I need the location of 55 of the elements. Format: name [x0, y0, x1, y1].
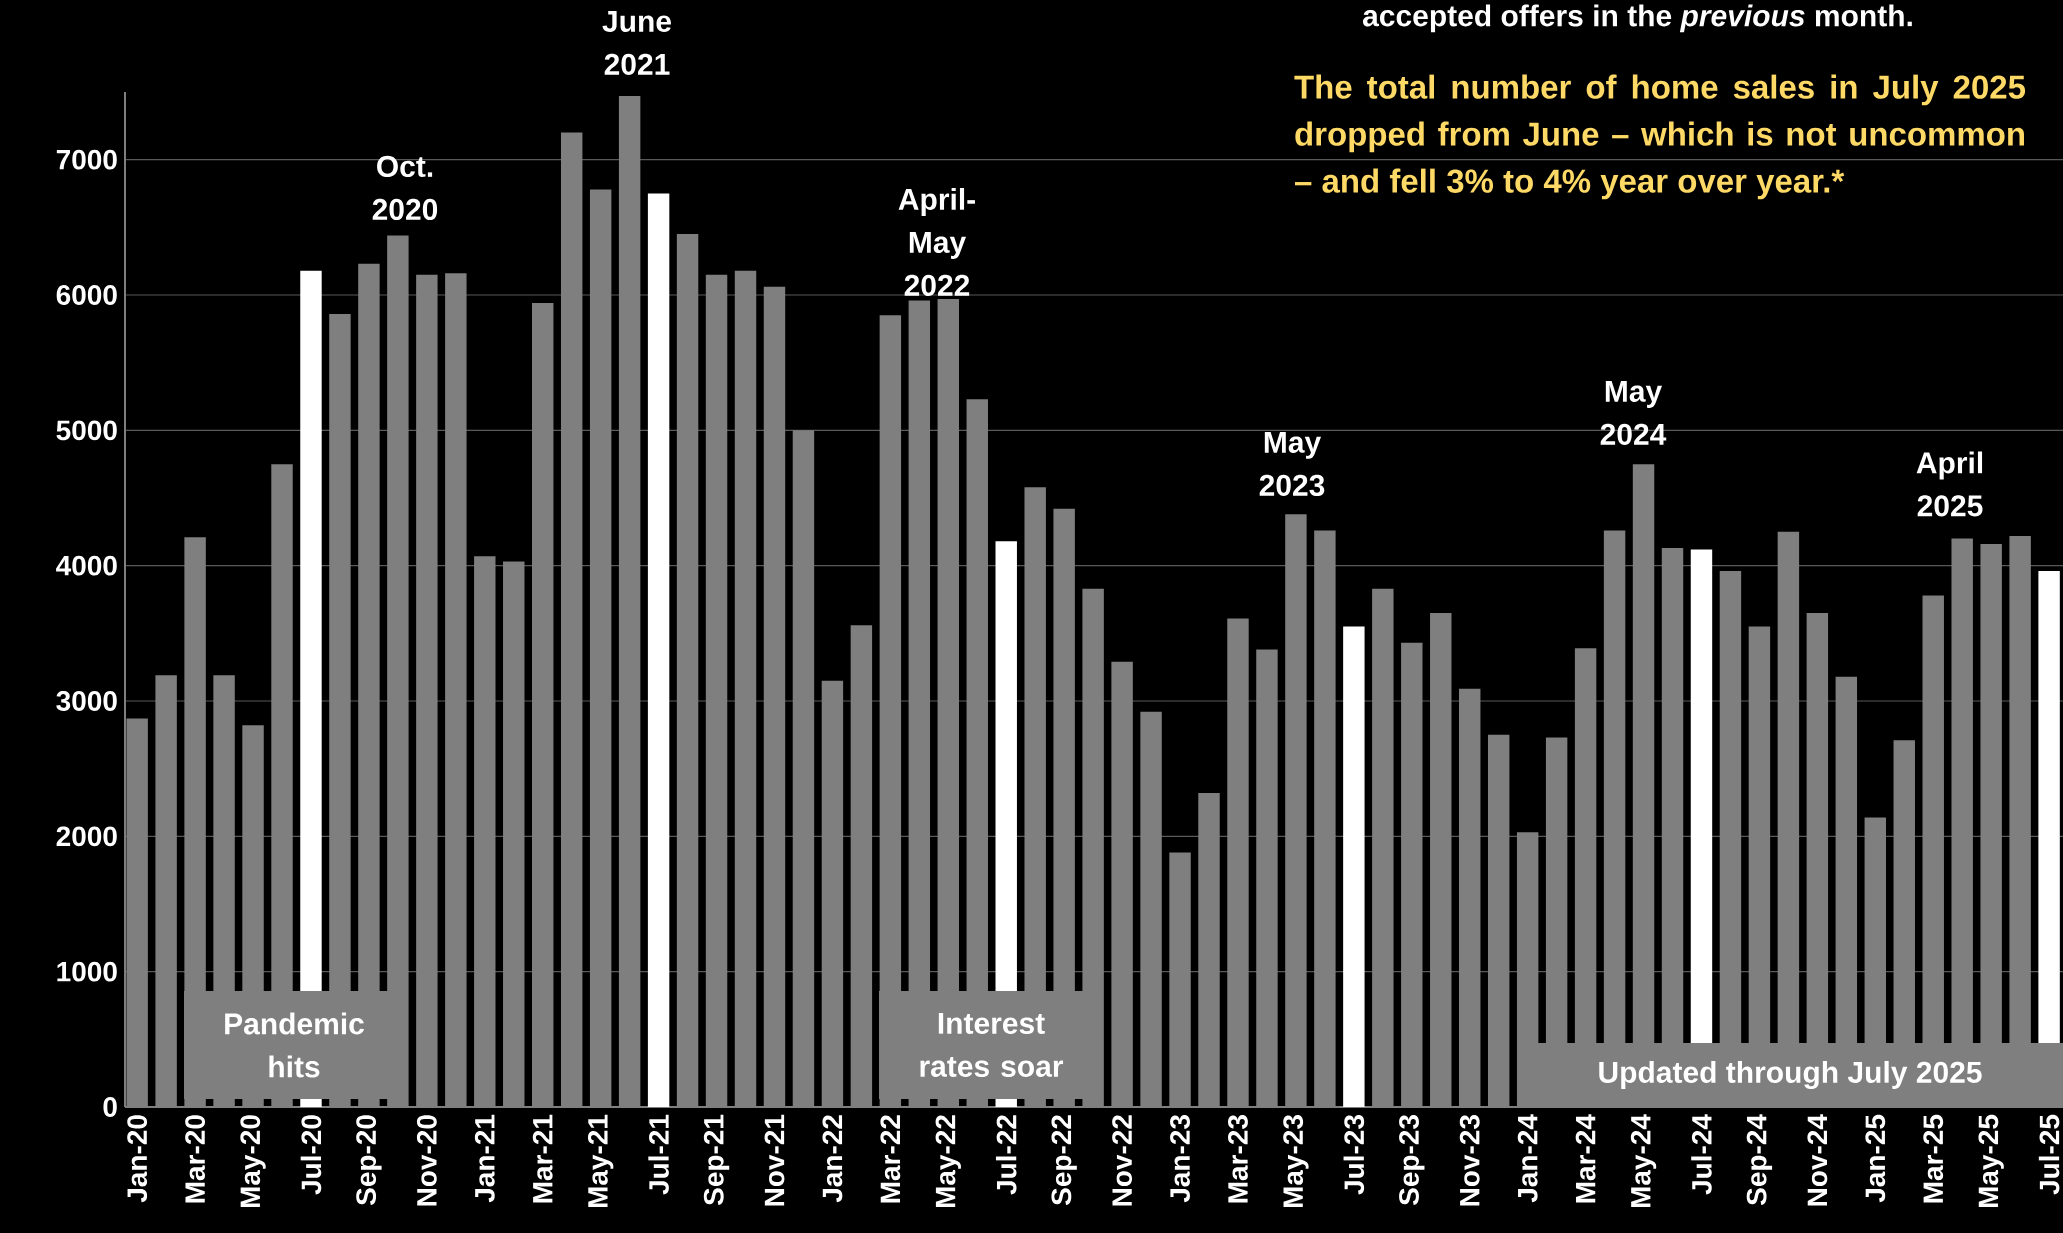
x-tick-label: Jan-23: [1170, 1115, 1190, 1203]
x-tick-label: Jan-22: [822, 1115, 843, 1203]
y-tick-label: 1000: [57, 961, 117, 982]
y-tick-label: 3000: [56, 691, 117, 711]
annotation: May 2024: [1600, 381, 1667, 445]
y-tick-label: 0: [103, 1097, 117, 1117]
x-tick-label: May-23: [1283, 1115, 1309, 1208]
x-tick-label: Mar-22: [880, 1115, 901, 1203]
y-tick-label: 5000: [56, 420, 117, 441]
x-tick-label: Jul-22: [995, 1115, 1017, 1195]
x-tick-label: Sep-23: [1399, 1115, 1425, 1206]
x-tick-label: Sep-21: [703, 1114, 730, 1206]
x-tick-label: Mar-25: [1923, 1114, 1944, 1203]
x-tick-label: Nov-20: [416, 1115, 437, 1206]
x-tick-label: Jan-25: [1865, 1114, 1886, 1203]
bar: [1343, 626, 1365, 1107]
x-tick-label: May-20: [240, 1115, 266, 1208]
x-tick-label: Jul-24: [1691, 1114, 1712, 1195]
y-tick-label: 2000: [56, 826, 117, 847]
x-tick-label: Mar-23: [1228, 1115, 1248, 1203]
x-tick-label: Sep-22: [1051, 1115, 1077, 1206]
annotation: Pandemic hits: [225, 1012, 364, 1078]
y-tick-label: 6000: [56, 285, 117, 305]
text: June 2021: [602, 11, 671, 75]
x-tick-label: Mar-20: [185, 1115, 206, 1203]
annotation: May 2023: [1259, 432, 1325, 496]
annotation: The total number of home sales in July 2025 dropped from June – which is not uncommon – and fell 3% to 4% year over year.*: [1294, 74, 2026, 200]
x-tick-label: Jan-21: [474, 1114, 495, 1203]
annotation: Interest rates soar: [920, 1013, 1064, 1077]
x-tick-label: Nov-23: [1459, 1115, 1480, 1206]
y-tick-label: 7000: [56, 149, 117, 170]
x-tick-label: Jan-20: [127, 1115, 148, 1203]
x-tick-label: Jul-25: [2038, 1114, 2060, 1195]
x-tick-label: Mar-24: [1575, 1114, 1596, 1203]
annotation: April 2025: [1916, 451, 1983, 517]
annotation: Updated through July 2025: [1599, 1060, 1982, 1090]
x-tick-label: Nov-22: [1112, 1115, 1133, 1206]
annotation: April-May 2022: [898, 187, 975, 296]
x-tick-label: Nov-21: [764, 1114, 785, 1206]
x-tick-label: Sep-20: [356, 1115, 382, 1206]
text: accepted offers in the previous month.: [1363, 4, 1912, 33]
x-tick-label: May-22: [935, 1115, 961, 1208]
x-tick-label: May-24: [1630, 1114, 1657, 1208]
y-tick-label: 4000: [56, 555, 117, 576]
x-tick-label: Jul-21: [648, 1114, 669, 1195]
bar: [647, 193, 670, 1107]
x-tick-label: Mar-21: [532, 1114, 553, 1203]
annotation: Oct. 2020: [372, 155, 438, 221]
x-tick-label: Jul-23: [1343, 1115, 1365, 1195]
x-tick-label: May-25: [1978, 1114, 2004, 1208]
x-tick-label: May-21: [587, 1114, 614, 1208]
x-tick-label: Sep-24: [1746, 1114, 1773, 1206]
x-tick-label: Nov-24: [1807, 1114, 1828, 1206]
x-tick-label: Jul-20: [300, 1115, 322, 1195]
x-tick-label: Jan-24: [1517, 1114, 1538, 1203]
